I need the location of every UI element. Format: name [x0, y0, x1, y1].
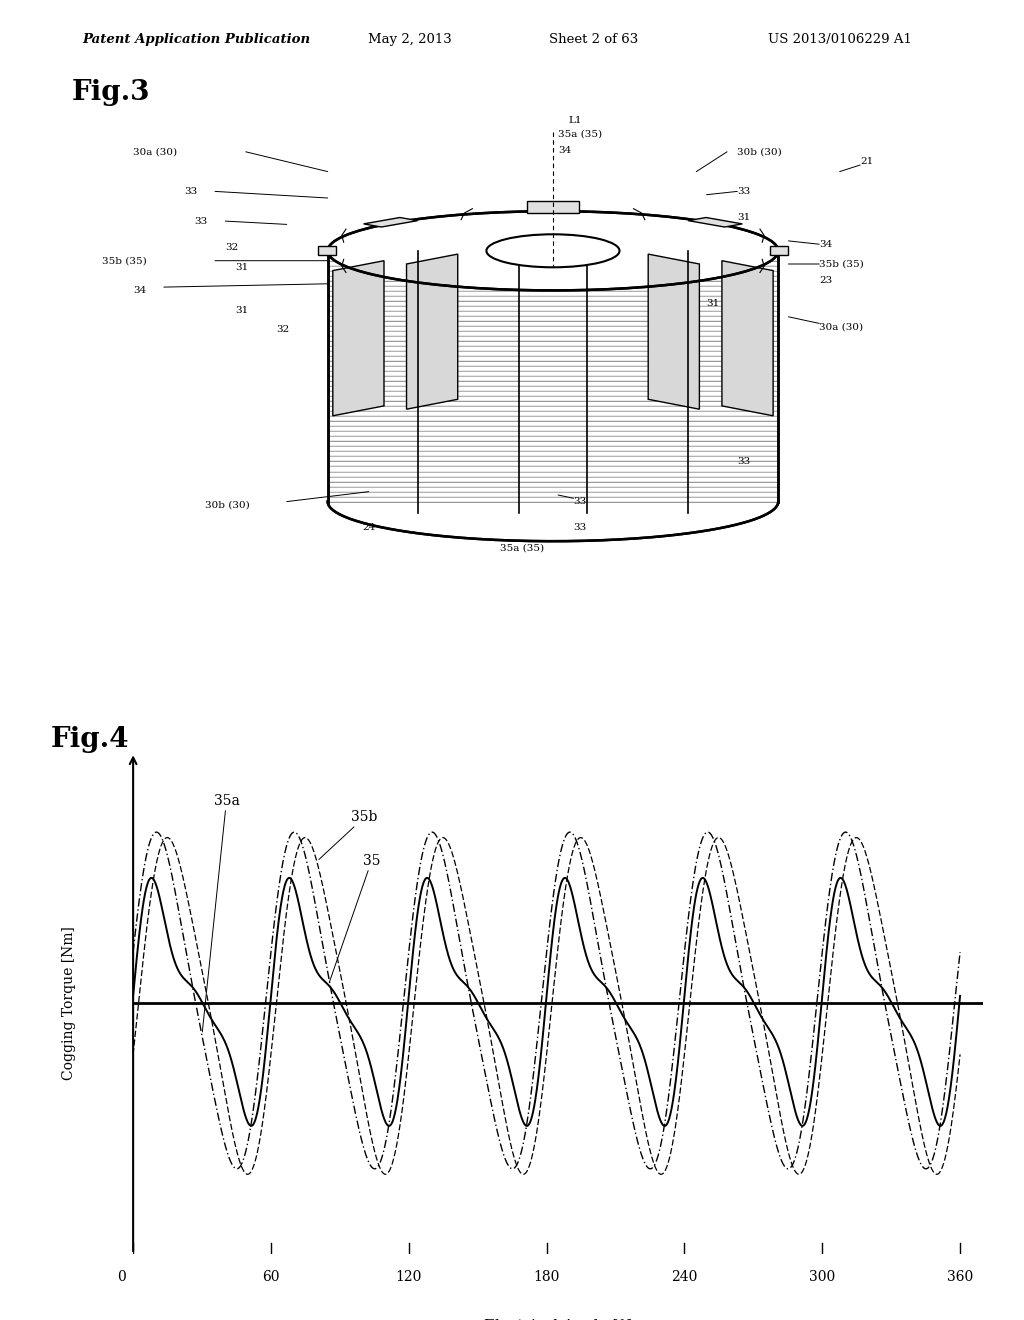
Polygon shape — [688, 218, 742, 227]
Text: 32: 32 — [707, 234, 720, 242]
Polygon shape — [333, 260, 384, 416]
Text: 31: 31 — [707, 300, 720, 308]
Text: Sheet 2 of 63: Sheet 2 of 63 — [549, 33, 639, 46]
Polygon shape — [364, 218, 418, 227]
Text: 31: 31 — [236, 263, 249, 272]
Text: 35a (35): 35a (35) — [500, 544, 545, 552]
Text: US 2013/0106229 A1: US 2013/0106229 A1 — [768, 33, 911, 46]
Ellipse shape — [328, 211, 778, 290]
Text: 30a (30): 30a (30) — [819, 322, 863, 331]
Polygon shape — [317, 247, 336, 255]
Text: 31: 31 — [236, 306, 249, 314]
Text: 32: 32 — [276, 326, 290, 334]
Text: 240: 240 — [671, 1270, 697, 1284]
Text: 34: 34 — [338, 346, 351, 354]
Text: 33: 33 — [195, 216, 208, 226]
Text: 0: 0 — [118, 1270, 126, 1284]
Polygon shape — [648, 253, 699, 409]
Text: 31: 31 — [737, 214, 751, 222]
Text: Patent Application Publication: Patent Application Publication — [82, 33, 310, 46]
Text: 33: 33 — [184, 187, 198, 195]
Text: Fig.3: Fig.3 — [72, 79, 151, 106]
Text: 120: 120 — [395, 1270, 422, 1284]
Text: 60: 60 — [262, 1270, 280, 1284]
Text: 35b: 35b — [318, 810, 378, 859]
Ellipse shape — [486, 235, 620, 267]
Text: 32: 32 — [686, 319, 699, 327]
Text: 35b (35): 35b (35) — [819, 260, 864, 268]
Text: 24: 24 — [362, 524, 375, 532]
Text: 30b (30): 30b (30) — [205, 500, 250, 510]
Text: May 2, 2013: May 2, 2013 — [368, 33, 452, 46]
Text: 35a: 35a — [203, 793, 240, 1032]
Text: 34: 34 — [558, 147, 571, 154]
Text: 300: 300 — [809, 1270, 836, 1284]
Text: 35a (35): 35a (35) — [558, 129, 602, 139]
Text: Cogging Torque [Nm]: Cogging Torque [Nm] — [61, 927, 76, 1080]
Polygon shape — [770, 247, 788, 255]
Text: 32: 32 — [225, 243, 239, 252]
Text: 30b (30): 30b (30) — [737, 148, 782, 156]
Text: 33: 33 — [573, 498, 587, 506]
Text: 22: 22 — [573, 280, 587, 288]
Text: 360: 360 — [947, 1270, 973, 1284]
Text: 33: 33 — [737, 458, 751, 466]
Text: 35b (35): 35b (35) — [102, 256, 147, 265]
Text: 33: 33 — [573, 524, 587, 532]
Text: 34: 34 — [133, 286, 146, 294]
Text: 34: 34 — [819, 240, 833, 248]
Text: L1: L1 — [568, 116, 582, 125]
Text: 30a (30): 30a (30) — [133, 148, 177, 156]
Polygon shape — [527, 201, 579, 213]
Text: 180: 180 — [534, 1270, 560, 1284]
Text: Fig.4: Fig.4 — [51, 726, 130, 752]
Text: 33: 33 — [737, 187, 751, 195]
Text: 21: 21 — [860, 157, 873, 166]
Polygon shape — [407, 253, 458, 409]
Text: 23: 23 — [819, 276, 833, 285]
Polygon shape — [722, 260, 773, 416]
Text: 35: 35 — [330, 854, 380, 982]
